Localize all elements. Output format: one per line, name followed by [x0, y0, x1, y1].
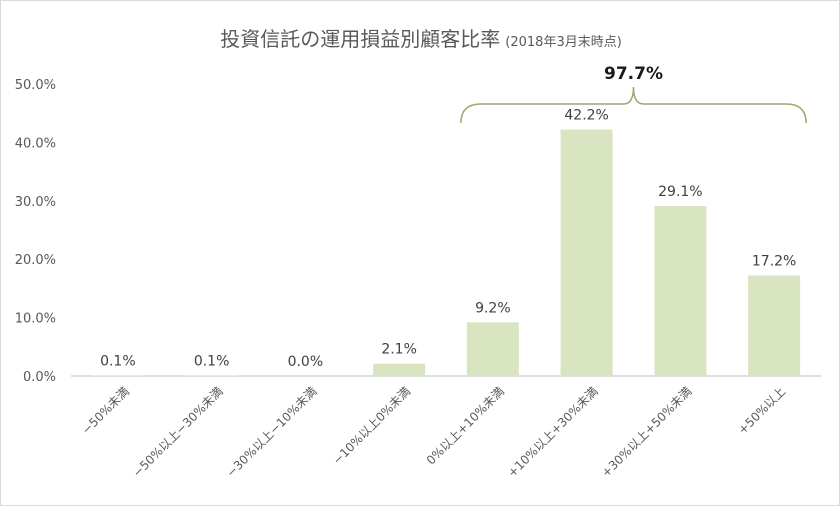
y-tick-label: 40.0% [15, 136, 56, 151]
x-axis-tick-labels: −50%未満−50%以上−30%未満−30%以上−10%未満 −10%以上0%未満… [79, 384, 788, 480]
x-tick-label: −10%以上0%未満 [330, 384, 413, 467]
bar [748, 275, 801, 376]
y-tick-label: 50.0% [15, 78, 56, 93]
y-axis-tick-labels: 0.0% 10.0% 20.0% 30.0% 40.0% 50.0% [15, 78, 56, 385]
y-tick-label: 30.0% [15, 195, 56, 210]
y-tick-label: 10.0% [15, 312, 56, 327]
data-label: 29.1% [658, 184, 702, 200]
data-label: 0.1% [194, 353, 230, 369]
chart-title-sub: (2018年3月末時点) [505, 35, 622, 50]
x-tick-label: 0%以上+10%未満 [424, 384, 507, 467]
data-label: 42.2% [564, 108, 608, 124]
bar [560, 129, 613, 376]
bar [466, 322, 519, 376]
total-annotation: 97.7% [604, 64, 663, 84]
data-label: 0.0% [288, 354, 324, 370]
x-tick-label: +10%以上+30%未満 [505, 384, 601, 480]
data-label: 2.1% [381, 342, 417, 358]
bar [373, 363, 426, 376]
bars [91, 129, 801, 376]
y-tick-label: 0.0% [23, 370, 56, 385]
y-tick-label: 20.0% [15, 253, 56, 268]
bar [185, 375, 238, 376]
bar [654, 206, 707, 376]
x-tick-label: −50%未満 [79, 384, 132, 437]
x-tick-label: −50%以上−30%未満 [130, 384, 226, 480]
x-tick-label: +50%以上 [735, 384, 788, 437]
x-tick-label: +30%以上+50%未満 [599, 384, 695, 480]
bar [91, 375, 144, 376]
data-label: 0.1% [100, 353, 136, 369]
chart-title-main: 投資信託の運用損益別顧客比率 [220, 27, 500, 51]
x-tick-label: −30%以上−10%未満 [224, 384, 320, 480]
data-label: 9.2% [475, 300, 511, 316]
data-label: 17.2% [752, 254, 796, 270]
data-labels: 0.1% 0.1% 0.0% 2.1% 9.2% 42.2% 29.1% 17.2% [100, 108, 796, 370]
chart-title: 投資信託の運用損益別顧客比率 (2018年3月末時点) [220, 27, 622, 51]
total-bracket [460, 86, 807, 124]
